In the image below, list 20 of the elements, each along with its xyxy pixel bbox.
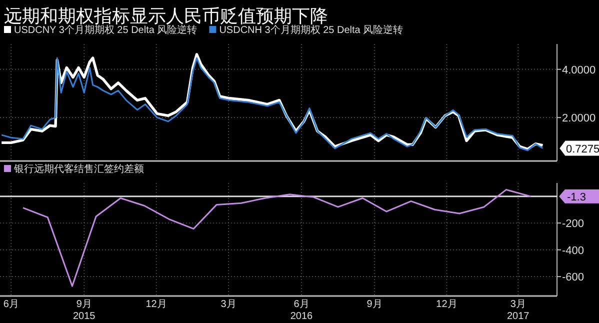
x-tick-label: 6月 2016: [290, 299, 314, 322]
annotation: 0.7275: [566, 143, 599, 156]
chart-title: 远期和期权指标显示人民币贬值预期下降: [4, 6, 328, 26]
y-tick-label: -600: [562, 272, 584, 284]
y-tick-label: -200: [562, 218, 584, 230]
x-tick-label: 6月: [3, 299, 19, 310]
x-tick-label: 9月: [366, 299, 382, 310]
x-tick-label: 3月: [220, 299, 236, 310]
legend-label: USDCNY 3个月期期权 25 Delta 风险逆转: [14, 24, 198, 36]
legend-label: 银行远期代客结售汇签约差额: [13, 163, 144, 175]
y-tick-label: 4.0000: [562, 64, 596, 76]
x-tick-label: 12月: [436, 299, 458, 310]
y-tick-label: 2.0000: [562, 112, 596, 125]
line-series: [22, 188, 532, 287]
legend-label: USDCNH 3个月期期权 25 Delta 风险逆转: [219, 24, 404, 36]
ref-line-label: -1.3: [567, 191, 586, 204]
x-tick-label: 12月: [146, 299, 167, 310]
x-tick-label: 9月 2015: [72, 299, 96, 322]
x-tick-label: 3月 2017: [506, 299, 530, 322]
y-tick-label: -400: [562, 244, 584, 257]
